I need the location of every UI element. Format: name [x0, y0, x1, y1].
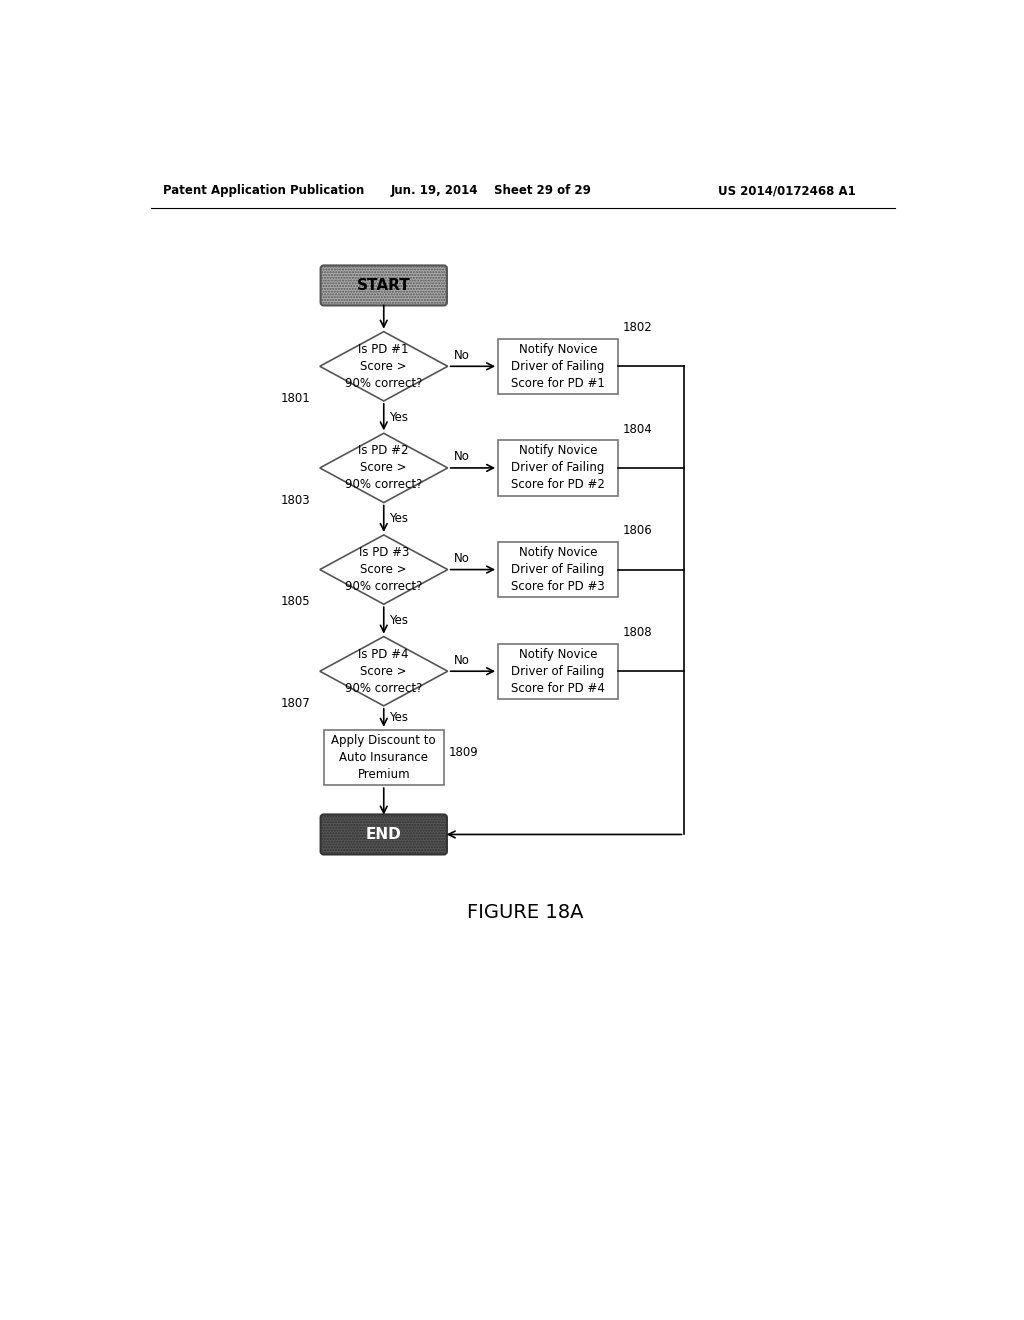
Text: Yes: Yes	[389, 411, 409, 424]
Text: Notify Novice
Driver of Failing
Score for PD #3: Notify Novice Driver of Failing Score fo…	[511, 546, 605, 593]
Text: No: No	[454, 552, 470, 565]
Text: FIGURE 18A: FIGURE 18A	[467, 903, 583, 923]
Text: START: START	[357, 279, 411, 293]
Text: Is PD #3
Score >
90% correct?: Is PD #3 Score > 90% correct?	[345, 546, 423, 593]
FancyBboxPatch shape	[321, 265, 446, 305]
Text: Sheet 29 of 29: Sheet 29 of 29	[495, 185, 591, 197]
Text: Notify Novice
Driver of Failing
Score for PD #4: Notify Novice Driver of Failing Score fo…	[511, 648, 605, 694]
Text: No: No	[454, 450, 470, 463]
Bar	[498, 644, 618, 700]
Text: US 2014/0172468 A1: US 2014/0172468 A1	[718, 185, 856, 197]
Text: 1803: 1803	[281, 494, 310, 507]
Text: 1807: 1807	[281, 697, 310, 710]
Text: 1805: 1805	[281, 595, 310, 609]
Text: Yes: Yes	[389, 711, 409, 725]
Text: Apply Discount to
Auto Insurance
Premium: Apply Discount to Auto Insurance Premium	[332, 734, 436, 781]
Bar	[498, 441, 618, 496]
Text: Yes: Yes	[389, 614, 409, 627]
Polygon shape	[319, 433, 447, 503]
Text: Patent Application Publication: Patent Application Publication	[163, 185, 365, 197]
Text: Yes: Yes	[389, 512, 409, 525]
Bar	[324, 730, 443, 785]
Text: No: No	[454, 653, 470, 667]
Text: 1808: 1808	[623, 626, 652, 639]
Text: No: No	[454, 348, 470, 362]
Polygon shape	[319, 535, 447, 605]
Text: Is PD #1
Score >
90% correct?: Is PD #1 Score > 90% correct?	[345, 343, 423, 389]
Bar	[498, 543, 618, 598]
Bar	[498, 339, 618, 395]
Text: Is PD #2
Score >
90% correct?: Is PD #2 Score > 90% correct?	[345, 445, 423, 491]
Text: Notify Novice
Driver of Failing
Score for PD #1: Notify Novice Driver of Failing Score fo…	[511, 343, 605, 389]
Text: 1802: 1802	[623, 321, 652, 334]
Text: END: END	[366, 826, 401, 842]
FancyBboxPatch shape	[321, 814, 446, 854]
Text: Jun. 19, 2014: Jun. 19, 2014	[390, 185, 478, 197]
Text: 1809: 1809	[449, 746, 478, 759]
Text: Is PD #4
Score >
90% correct?: Is PD #4 Score > 90% correct?	[345, 648, 423, 694]
Polygon shape	[319, 636, 447, 706]
Text: 1806: 1806	[623, 524, 652, 537]
Polygon shape	[319, 331, 447, 401]
Text: 1801: 1801	[281, 392, 310, 405]
Text: 1804: 1804	[623, 422, 652, 436]
Text: Notify Novice
Driver of Failing
Score for PD #2: Notify Novice Driver of Failing Score fo…	[511, 445, 605, 491]
